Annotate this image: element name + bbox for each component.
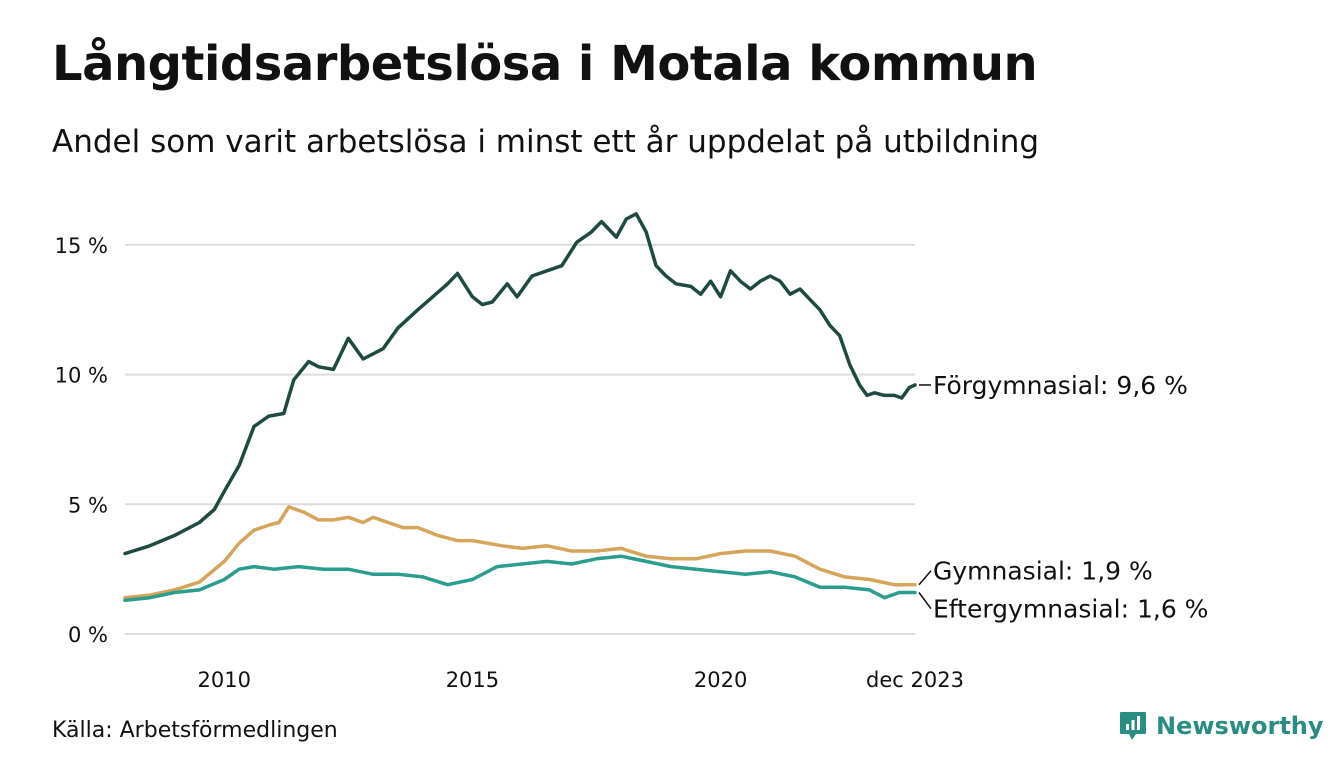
series-line-gymnasial xyxy=(123,505,917,600)
line-chart: 0 % 5 % 10 % 15 % 2010 2015 2020 dec 2023 Förgym… xyxy=(55,212,1208,692)
x-tick-label: 2015 xyxy=(446,668,499,692)
series-label-eftergymnasial: Eftergymnasial: 1,6 % xyxy=(933,595,1208,624)
chart-subtitle: Andel som varit arbetslösa i minst ett å… xyxy=(52,124,1040,160)
brand-name: Newsworthy xyxy=(1156,712,1324,740)
label-leader-gymnasial xyxy=(918,570,932,586)
x-tick-label: 2010 xyxy=(198,668,251,692)
series-line-förgymnasial xyxy=(123,212,917,556)
series-line-eftergymnasial xyxy=(123,554,917,603)
series-label-gymnasial: Gymnasial: 1,9 % xyxy=(933,557,1153,586)
x-tick-label: 2020 xyxy=(694,668,747,692)
label-leader-eftergymnasial xyxy=(918,592,932,610)
brand-logo: Newsworthy xyxy=(1118,710,1324,742)
y-tick-label: 10 % xyxy=(55,364,108,388)
y-tick-label: 5 % xyxy=(68,493,108,517)
newsworthy-icon xyxy=(1120,712,1146,740)
y-tick-label: 15 % xyxy=(55,234,108,258)
y-tick-label: 0 % xyxy=(68,623,108,647)
series-label-förgymnasial: Förgymnasial: 9,6 % xyxy=(933,371,1188,400)
x-tick-label: dec 2023 xyxy=(866,668,964,692)
chart-title: Långtidsarbetslösa i Motala kommun xyxy=(52,36,1038,92)
source-note: Källa: Arbetsförmedlingen xyxy=(52,718,338,743)
